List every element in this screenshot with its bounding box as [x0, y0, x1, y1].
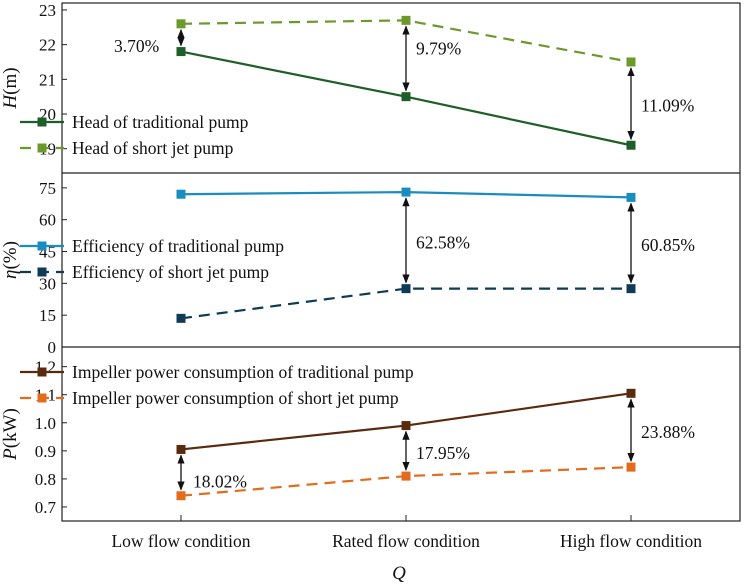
- series-line-power-1: [180, 466, 632, 497]
- data-point-power-0-1: [401, 421, 411, 431]
- legend-power: Impeller power consumption of traditiona…: [20, 362, 414, 408]
- x-tick-label: High flow condition: [560, 531, 702, 551]
- x-tick-label: Rated flow condition: [332, 531, 480, 551]
- legend-label: Impeller power consumption of traditiona…: [72, 362, 414, 382]
- data-point-head-1-0: [176, 19, 186, 29]
- data-point-head-0-0: [176, 47, 186, 57]
- data-point-power-0-2: [626, 388, 636, 398]
- y-axis-label: H(m): [0, 67, 21, 109]
- data-point-efficiency-0-1: [401, 187, 411, 197]
- legend-efficiency: Efficiency of traditional pump Efficiency…: [20, 236, 284, 282]
- data-point-efficiency-1-2: [626, 284, 636, 294]
- y-tick-label: 15: [39, 306, 56, 325]
- y-axis-symbol: η: [0, 270, 21, 279]
- y-tick-label: 0.8: [35, 470, 56, 489]
- difference-label: 18.02%: [193, 472, 247, 492]
- legend-label: Head of short jet pump: [72, 138, 234, 158]
- y-axis-unit: (m): [0, 67, 21, 94]
- legend-label: Efficiency of traditional pump: [72, 236, 284, 256]
- panel-power: 0.70.80.91.01.11.2P(kW)18.02%17.95%23.88…: [0, 346, 740, 517]
- y-axis-unit: (%): [0, 241, 21, 269]
- y-tick-label: 23: [39, 1, 56, 20]
- data-point-head-1-1: [401, 15, 411, 25]
- y-tick-label: 60: [39, 211, 56, 230]
- difference-label: 9.79%: [416, 39, 461, 59]
- legend-marker: [37, 117, 47, 127]
- legend-marker: [37, 241, 47, 251]
- y-tick-label: 0.9: [35, 442, 56, 461]
- data-point-head-1-2: [626, 57, 636, 67]
- difference-label: 62.58%: [416, 232, 470, 252]
- y-tick-label: 75: [39, 179, 56, 198]
- data-point-head-0-1: [401, 92, 411, 102]
- x-tick-label: Low flow condition: [111, 531, 250, 551]
- data-point-power-1-2: [626, 462, 636, 472]
- data-point-efficiency-1-1: [401, 284, 411, 294]
- y-axis-symbol: H: [0, 94, 21, 110]
- y-tick-label: 22: [39, 36, 56, 55]
- difference-label: 11.09%: [641, 96, 694, 116]
- data-point-power-0-0: [176, 444, 186, 454]
- legend-head: Head of traditional pump Head of short je…: [20, 112, 249, 158]
- legend-label: Efficiency of short jet pump: [72, 262, 269, 282]
- legend-marker: [37, 393, 47, 403]
- plot-frame: [61, 2, 741, 522]
- y-tick-label: 0: [48, 338, 57, 357]
- legend-marker: [37, 143, 47, 153]
- y-axis-label: P(kW): [0, 408, 21, 461]
- y-tick-label: 1.0: [35, 414, 56, 433]
- x-axis-label: Q: [392, 563, 406, 584]
- data-point-power-1-0: [176, 491, 186, 501]
- difference-label: 23.88%: [641, 422, 695, 442]
- y-axis-symbol: P: [0, 448, 21, 461]
- y-tick-label: 0.7: [35, 498, 57, 517]
- difference-label: 17.95%: [416, 443, 470, 463]
- legend-marker: [37, 267, 47, 277]
- difference-label: 3.70%: [114, 36, 159, 56]
- difference-label: 60.85%: [641, 235, 695, 255]
- data-point-efficiency-0-0: [176, 189, 186, 199]
- data-point-efficiency-0-2: [626, 192, 636, 202]
- y-axis-unit: (kW): [0, 408, 21, 448]
- data-point-power-1-1: [401, 471, 411, 481]
- y-tick-label: 30: [39, 274, 56, 293]
- legend-label: Head of traditional pump: [72, 112, 249, 132]
- legend-label: Impeller power consumption of short jet …: [72, 388, 399, 408]
- data-point-efficiency-1-0: [176, 313, 186, 323]
- y-tick-label: 21: [39, 70, 56, 89]
- legend-marker: [37, 367, 47, 377]
- data-point-head-0-2: [626, 140, 636, 150]
- y-axis-label: η(%): [0, 241, 21, 279]
